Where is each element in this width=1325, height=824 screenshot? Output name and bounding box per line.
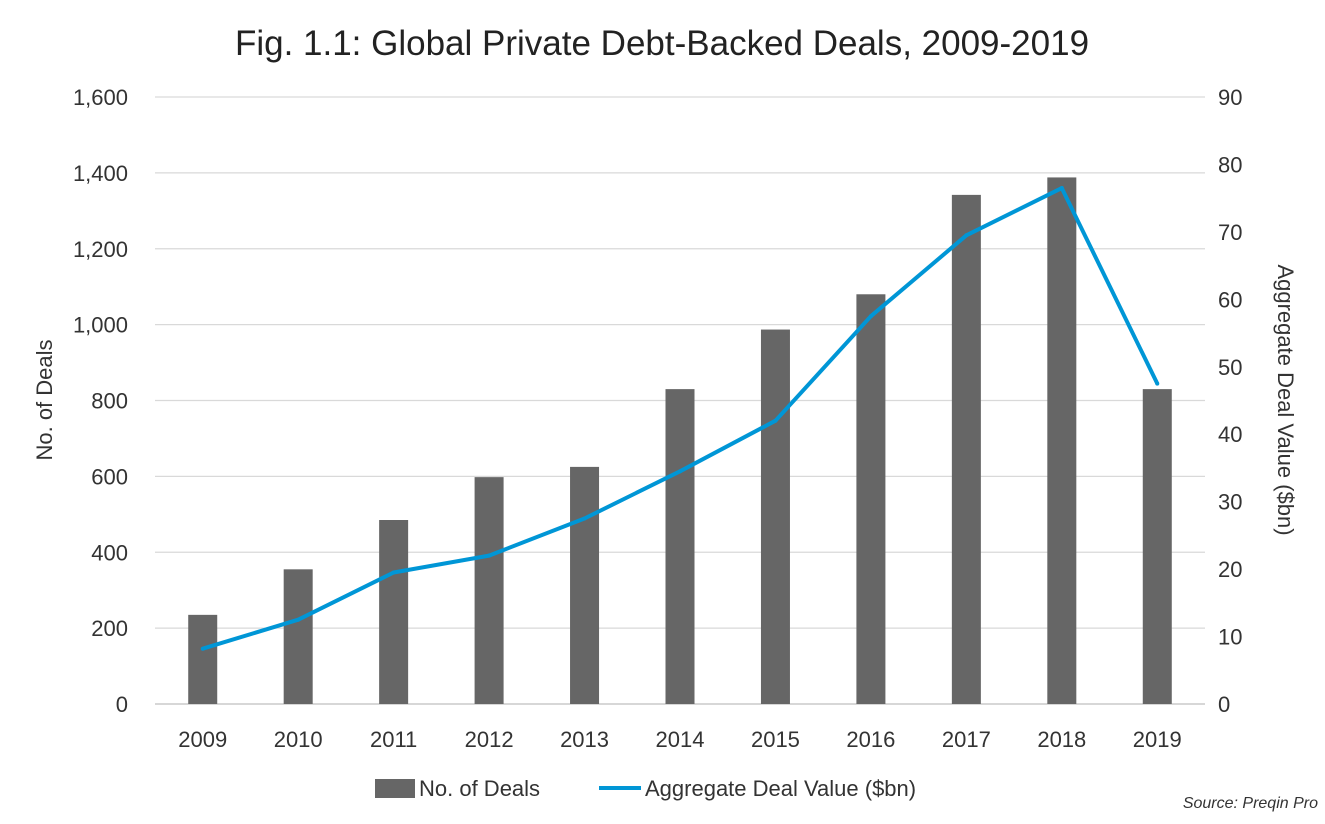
- right-tick-label: 0: [1218, 692, 1230, 717]
- left-tick-label: 600: [91, 464, 128, 489]
- bar: [665, 389, 695, 704]
- left-tick-label: 200: [91, 616, 128, 641]
- left-tick-label: 800: [91, 389, 128, 414]
- x-tick-label: 2012: [465, 727, 514, 752]
- legend: No. of Deals Aggregate Deal Value ($bn): [375, 776, 916, 801]
- bar: [283, 569, 313, 704]
- bar: [1142, 389, 1172, 704]
- right-tick-label: 10: [1218, 625, 1242, 650]
- left-axis-ticks: 0 200 400 600 800 1,000 1,200 1,400 1,600: [73, 85, 128, 717]
- x-tick-label: 2010: [274, 727, 323, 752]
- bar: [570, 466, 600, 704]
- bar-series: [188, 177, 1172, 705]
- line-point: [773, 418, 778, 423]
- x-axis-ticks: 2009 2010 2011 2012 2013 2014 2015 2016 2017 2018…: [178, 727, 1181, 752]
- legend-label-deals: No. of Deals: [419, 776, 540, 801]
- x-tick-label: 2016: [846, 727, 895, 752]
- right-tick-label: 80: [1218, 152, 1242, 177]
- bar: [474, 477, 504, 704]
- line-point: [678, 469, 682, 474]
- line-point: [200, 646, 205, 651]
- x-tick-label: 2011: [370, 727, 417, 752]
- source-note: Source: Preqin Pro: [1183, 795, 1318, 812]
- bar: [856, 294, 886, 704]
- right-axis-ticks: 0 10 20 30 40 50 60 70 80 90: [1218, 85, 1242, 717]
- right-tick-label: 70: [1218, 220, 1242, 245]
- line-point: [296, 617, 301, 622]
- line-point: [391, 570, 396, 575]
- bar: [1047, 177, 1077, 705]
- x-tick-label: 2017: [942, 727, 991, 752]
- bar: [188, 614, 218, 704]
- right-tick-label: 20: [1218, 557, 1242, 582]
- x-tick-label: 2019: [1133, 727, 1182, 752]
- left-tick-label: 400: [91, 540, 128, 565]
- line-point: [582, 516, 587, 521]
- left-tick-label: 1,600: [73, 85, 128, 110]
- bar: [379, 520, 409, 704]
- left-tick-label: 0: [116, 692, 128, 717]
- bar: [951, 194, 981, 704]
- x-tick-label: 2018: [1037, 727, 1086, 752]
- line-point: [868, 314, 873, 319]
- line-point: [964, 233, 969, 238]
- x-tick-label: 2009: [178, 727, 227, 752]
- x-tick-label: 2013: [560, 727, 609, 752]
- right-tick-label: 60: [1218, 287, 1242, 312]
- right-tick-label: 40: [1218, 422, 1242, 447]
- line-point: [1059, 186, 1064, 191]
- line-series: [200, 186, 1160, 651]
- chart-title: Fig. 1.1: Global Private Debt-Backed Dea…: [235, 24, 1089, 63]
- x-tick-label: 2015: [751, 727, 800, 752]
- left-tick-label: 1,000: [73, 313, 128, 338]
- x-tick-label: 2014: [656, 727, 705, 752]
- right-tick-label: 50: [1218, 355, 1242, 380]
- line-point: [487, 553, 492, 558]
- right-tick-label: 90: [1218, 85, 1242, 110]
- left-tick-label: 1,400: [73, 161, 128, 186]
- left-axis-title: No. of Deals: [32, 339, 57, 460]
- left-tick-label: 1,200: [73, 237, 128, 262]
- bar: [760, 329, 790, 704]
- legend-label-value: Aggregate Deal Value ($bn): [645, 776, 916, 801]
- legend-bar-swatch: [375, 779, 415, 798]
- right-tick-label: 30: [1218, 490, 1242, 515]
- line-point: [1155, 381, 1160, 386]
- right-axis-title: Aggregate Deal Value ($bn): [1273, 264, 1298, 535]
